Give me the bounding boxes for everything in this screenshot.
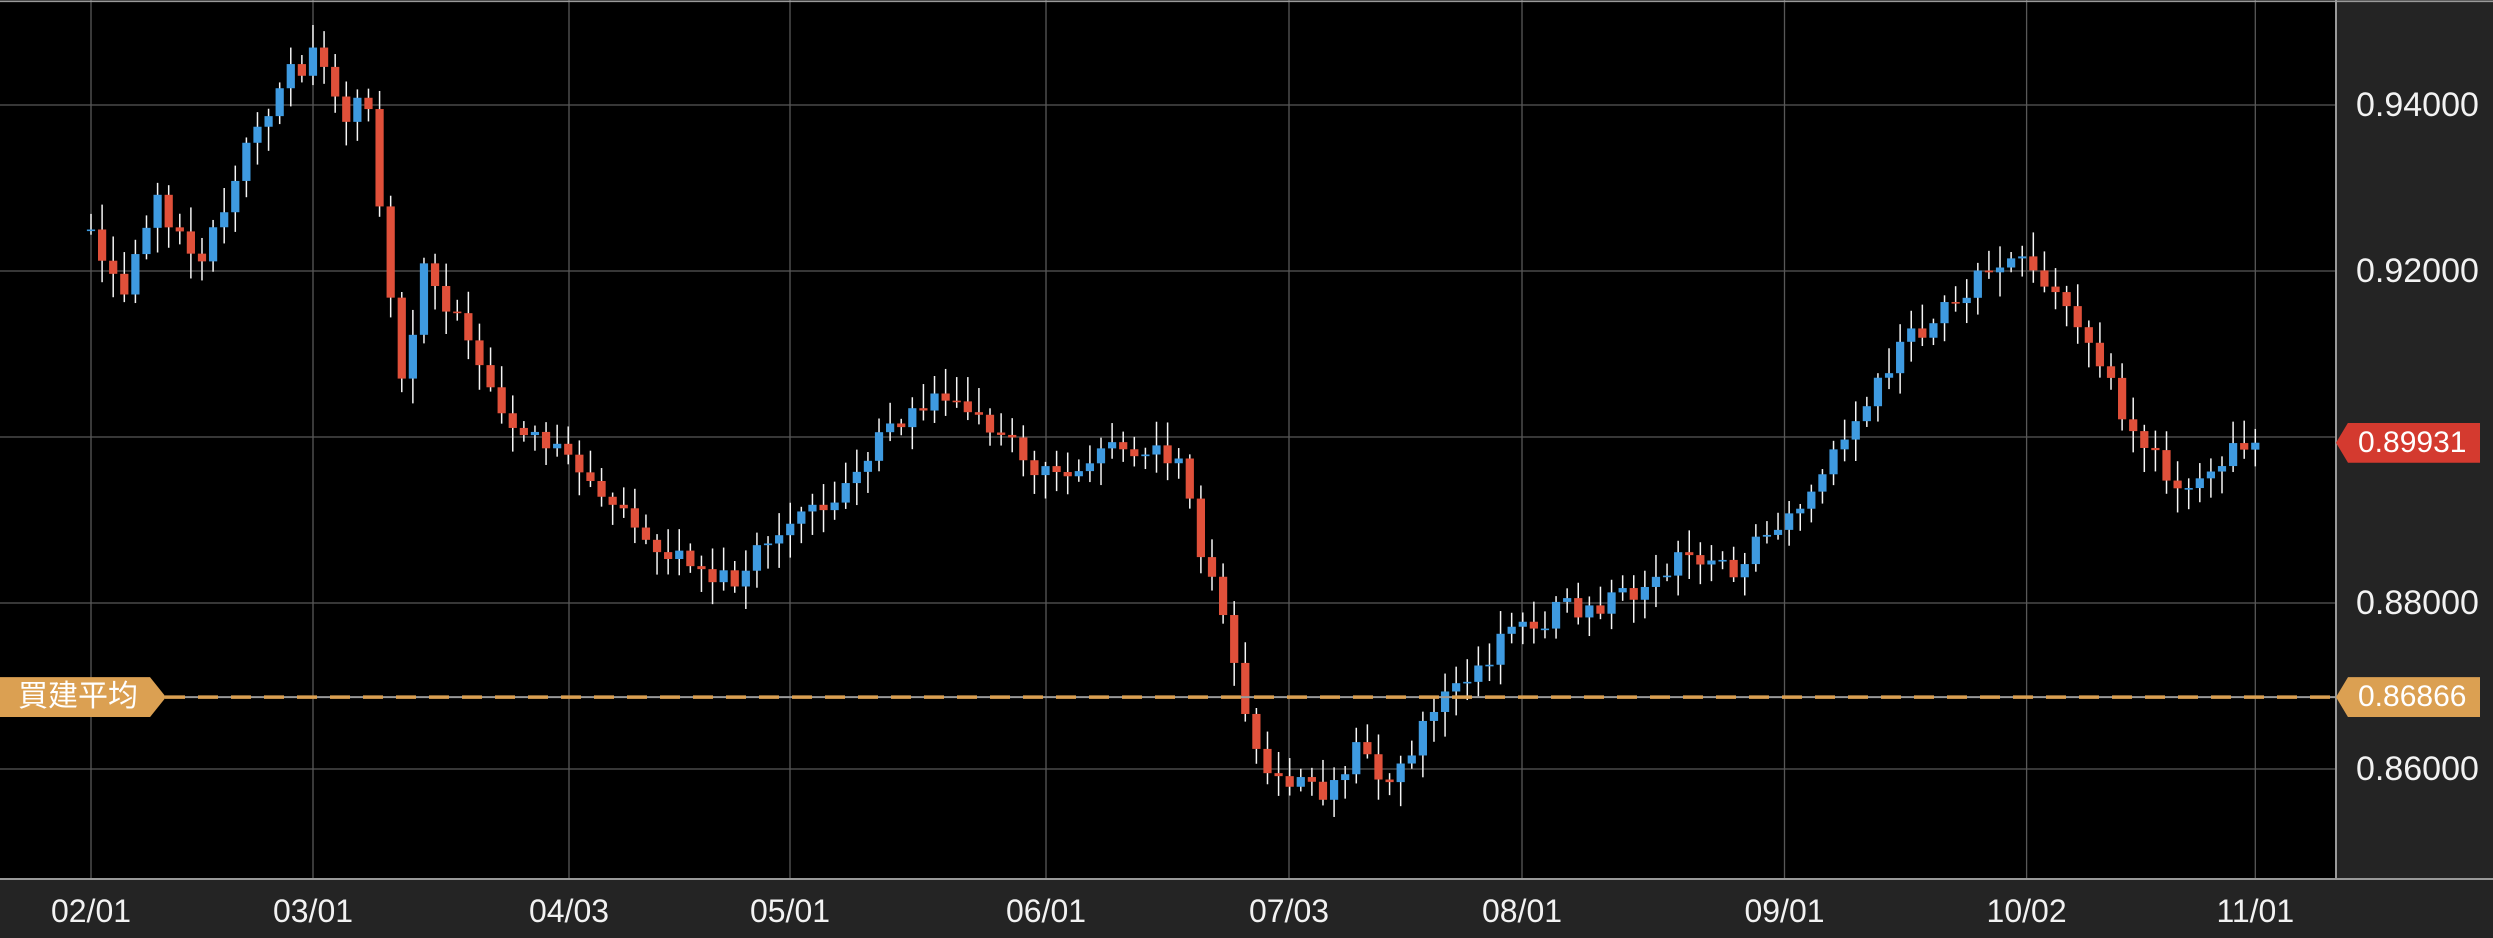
svg-text:07/03: 07/03 xyxy=(1249,893,1329,929)
svg-text:05/01: 05/01 xyxy=(750,893,830,929)
svg-text:0.86000: 0.86000 xyxy=(2356,750,2479,788)
svg-text:02/01: 02/01 xyxy=(51,893,131,929)
svg-text:09/01: 09/01 xyxy=(1744,893,1824,929)
svg-text:06/01: 06/01 xyxy=(1006,893,1086,929)
svg-text:08/01: 08/01 xyxy=(1482,893,1562,929)
svg-text:10/02: 10/02 xyxy=(1987,893,2067,929)
svg-text:04/03: 04/03 xyxy=(529,893,609,929)
svg-text:03/01: 03/01 xyxy=(273,893,353,929)
svg-text:0.88000: 0.88000 xyxy=(2356,584,2479,622)
svg-text:11/01: 11/01 xyxy=(2216,893,2294,929)
svg-text:0.94000: 0.94000 xyxy=(2356,86,2479,124)
svg-text:0.92000: 0.92000 xyxy=(2356,252,2479,290)
